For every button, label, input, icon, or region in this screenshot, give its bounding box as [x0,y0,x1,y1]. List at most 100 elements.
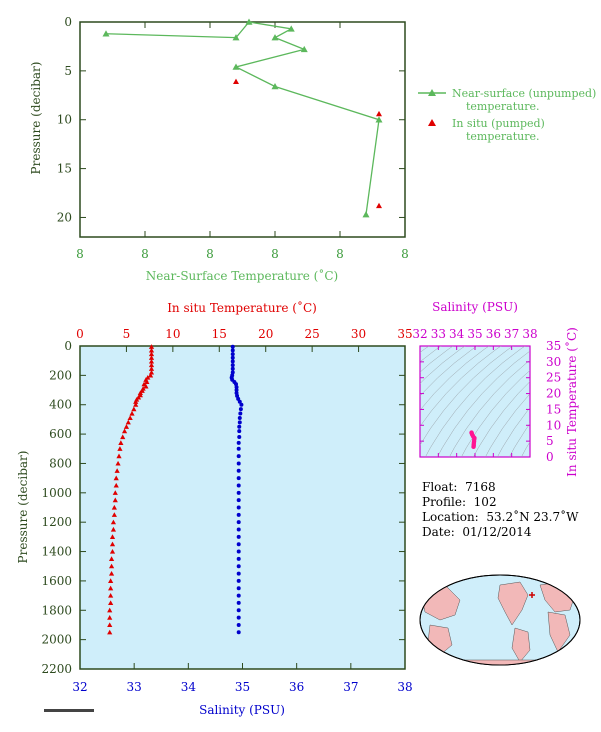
top-x-tick-label: 8 [206,247,214,261]
continent-south-america [511,627,531,663]
salinity-point [236,549,241,554]
pressure-tick-label: 1000 [41,486,72,500]
temperature-point [148,358,155,364]
salinity-tick-label: 34 [181,680,197,694]
top-y-tick-label: 10 [57,113,72,127]
salinity-point [236,586,241,591]
temperature-point [107,629,113,635]
ts-temperature-tick-label: 35 [546,339,561,353]
temperature-tick-label: 10 [165,327,180,341]
salinity-point [236,512,241,517]
temperature-point [114,468,120,473]
pressure-tick-label: 200 [49,368,72,382]
near-surface-point [300,45,308,53]
pressure-tick-label: 2000 [41,633,72,647]
salinity-point [236,490,241,495]
salinity-point [239,402,244,407]
density-contour [420,346,490,411]
temperature-point [148,344,155,349]
salinity-point [237,435,242,440]
salinity-point [230,366,235,371]
ts-temperature-tick-label: 0 [546,450,554,464]
salinity-point [230,359,235,364]
salinity-point [237,429,242,434]
ts-points-layer [469,430,477,450]
temperature-axis-top: 0 5 10 15 20 25 30 35 [76,327,413,352]
salinity-point [236,600,241,605]
pressure-tick-label: 600 [49,427,72,441]
top-y-tick-label: 0 [64,15,72,29]
top-series-layer [102,18,383,218]
temperature-point [148,366,155,371]
ts-salinity-tick-label: 33 [431,327,446,341]
pressure-axis: 0 200 400 600 800 1000 1200 1400 1600 1800 2000 220… [41,339,405,676]
salinity-point [238,407,243,412]
temperature-point [113,475,119,481]
float-location-marker [529,592,535,598]
date-row: Date: 01/12/2014 [422,525,578,540]
ts-temperature-tick-label: 15 [546,402,561,416]
ts-salinity-tick-label: 32 [412,327,427,341]
salinity-point [236,505,241,510]
top-x-tick-label: 8 [141,247,149,261]
salinity-point [238,411,243,416]
salinity-tick-label: 33 [127,680,142,694]
salinity-point [237,424,242,429]
pressure-tick-label: 400 [49,398,72,412]
density-contour [460,369,530,457]
salinity-point [236,396,241,401]
map-outline [419,574,581,666]
top-y-tick-label: 5 [64,64,72,78]
top-x-tick-label: 8 [401,247,409,261]
near-surface-point [245,18,253,25]
pressure-tick-label: 1200 [41,515,72,529]
continent-antarctica [439,659,561,665]
salinity-point [236,476,241,481]
temperature-point [148,347,155,353]
salinity-point [230,355,235,360]
density-contour [508,422,530,457]
top-plot-frame [79,21,406,238]
temperature-tick-label: 30 [351,327,366,341]
density-contour [484,393,530,457]
ts-salinity-tick-label: 34 [449,327,465,341]
temperature-point [108,563,115,569]
salinity-point [237,420,242,425]
near-surface-point [232,63,240,70]
temperature-point [108,600,114,606]
legend-marker-label-1: In situ (pumped) [452,117,545,130]
temperature-axis-label: In situ Temperature (˚C) [167,300,317,315]
salinity-point [230,363,235,368]
salinity-axis-label: Salinity (PSU) [199,703,285,717]
location-value: 53.2˚N 23.7˚W [486,510,579,524]
in-situ-point [376,110,382,117]
legend-line-label-2: temperature. [466,100,540,113]
salinity-point [237,399,242,404]
temperature-point [112,497,118,503]
ts-salinity-tick-label: 35 [467,327,482,341]
temperature-point [148,362,155,368]
temperature-point [108,556,115,561]
profile-label: Profile: [422,495,467,509]
float-row: Float: 7168 [422,480,578,495]
profile-row: Profile: 102 [422,495,578,510]
salinity-point [236,608,241,613]
top-y-axis-label: Pressure (decibar) [29,62,43,175]
density-contour [424,346,526,457]
temperature-point [110,526,117,532]
temperature-point [118,440,124,445]
ts-temperature-label: In situ Temperature (˚C) [564,327,579,477]
salinity-point [230,348,235,353]
ts-salinity-label: Salinity (PSU) [432,300,518,314]
salinity-point [236,622,241,627]
continent-north-america [497,581,529,626]
temperature-point [108,585,114,591]
top-x-tick-label: 8 [271,247,279,261]
legend-triangle-icon [428,89,436,96]
location-label: Location: [422,510,479,524]
density-contour [420,346,514,446]
temperature-point [144,379,150,385]
temperature-point [148,351,155,357]
near-surface-point [102,30,110,37]
